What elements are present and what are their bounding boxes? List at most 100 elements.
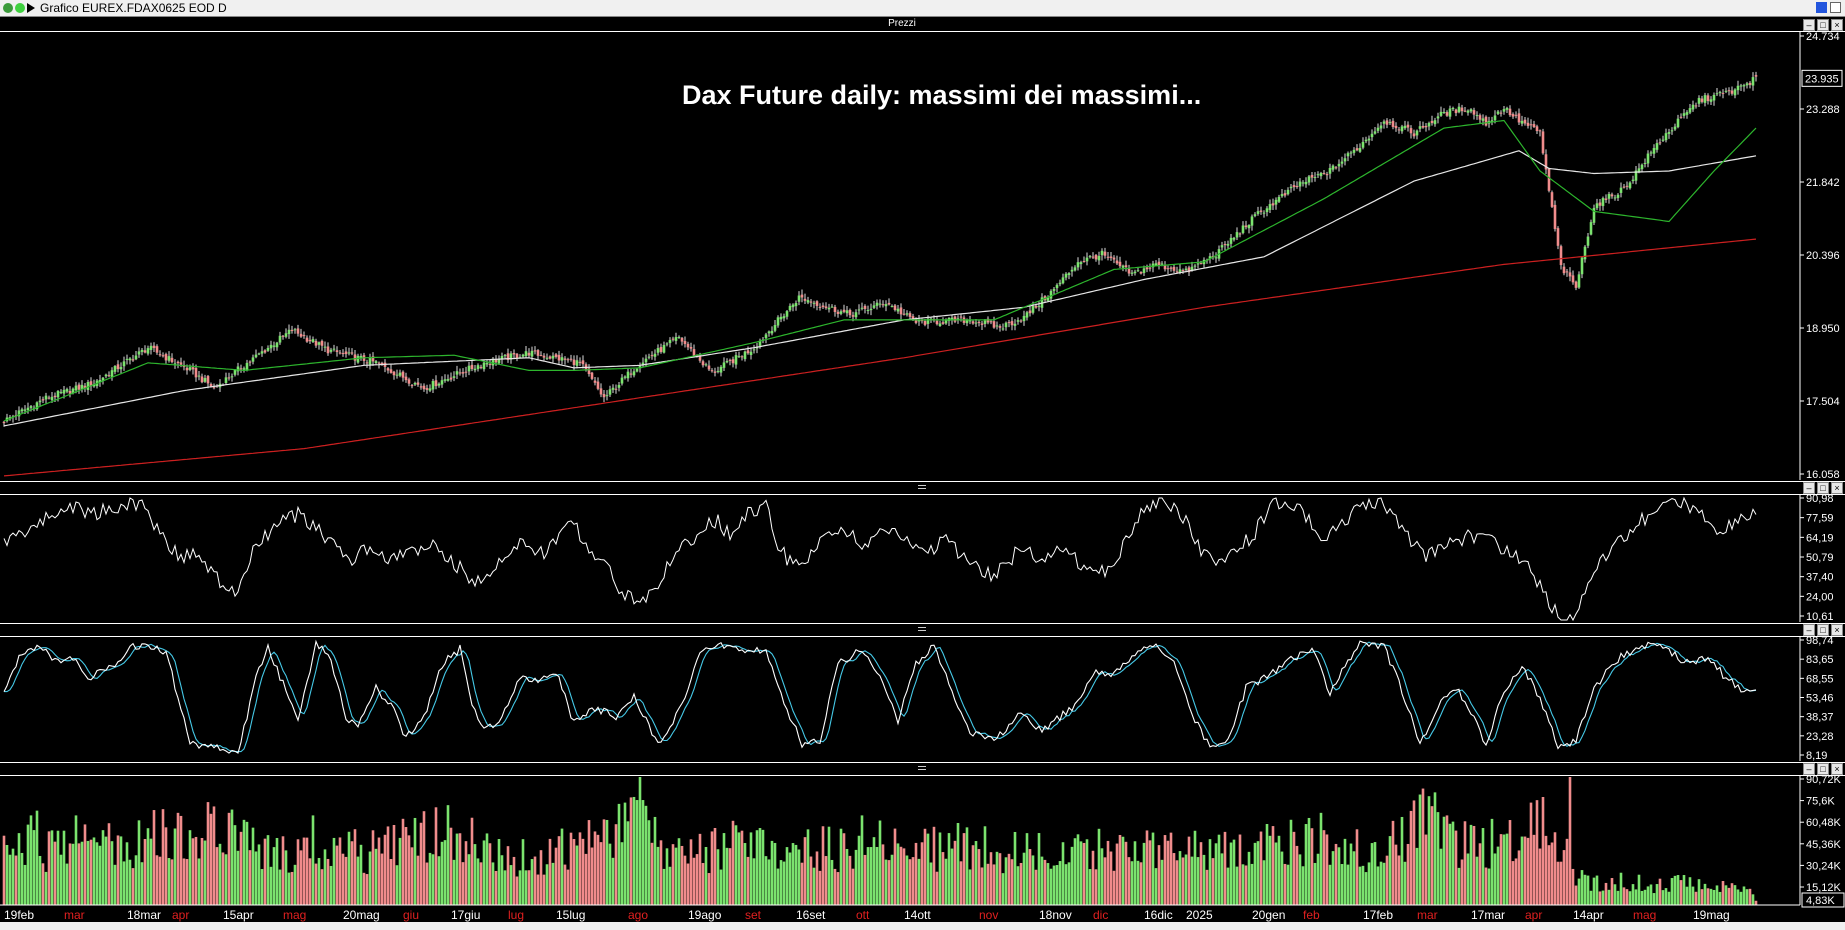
splitter-grip[interactable]: [918, 485, 926, 489]
candle-body: [1328, 167, 1332, 174]
candle-body: [1598, 202, 1602, 206]
maximize-icon[interactable]: □: [1817, 763, 1829, 775]
volume-bar: [1226, 867, 1230, 905]
volume-bar: [989, 852, 993, 905]
candle-body: [191, 367, 195, 370]
candle-body: [125, 358, 129, 360]
candle-body: [1382, 121, 1386, 124]
candle-body: [83, 385, 87, 389]
volume-bar: [602, 819, 606, 905]
minimize-icon[interactable]: –: [1803, 763, 1815, 775]
volume-bar: [713, 827, 717, 905]
candle-body: [839, 311, 843, 314]
volume-bar: [1646, 886, 1650, 905]
panel-controls: – □ ×: [1803, 19, 1843, 31]
candle-body: [935, 320, 939, 325]
panel-splitter[interactable]: – □ ×: [0, 623, 1845, 637]
volume-bar: [41, 863, 45, 905]
candle-body: [1007, 322, 1011, 324]
volume-bar: [1607, 889, 1611, 905]
minimize-icon[interactable]: –: [1803, 624, 1815, 636]
volume-bar: [1322, 830, 1326, 905]
volume-bar: [1349, 843, 1353, 905]
candle-body: [881, 304, 885, 306]
candle-body: [1679, 116, 1683, 118]
candle-body: [410, 385, 414, 387]
volume-bar: [653, 816, 657, 905]
candle-body: [1373, 131, 1377, 134]
maximize-icon[interactable]: □: [1817, 624, 1829, 636]
play-icon[interactable]: [27, 3, 35, 13]
candle-body: [758, 340, 762, 346]
volume-bar: [194, 836, 198, 905]
close-panel-icon[interactable]: ×: [1831, 482, 1843, 494]
volume-bar: [335, 845, 339, 905]
candle-body: [1148, 267, 1152, 269]
candle-body: [1463, 110, 1467, 112]
splitter-grip[interactable]: [918, 766, 926, 770]
candle-body: [1616, 194, 1620, 198]
candle-body: [1289, 186, 1293, 189]
volume-bar: [1145, 830, 1149, 905]
volume-bar: [1490, 818, 1494, 905]
candle-body: [353, 354, 357, 361]
volume-bar: [632, 796, 636, 905]
candle-body: [512, 353, 516, 355]
panel-splitter[interactable]: – □ ×: [0, 762, 1845, 776]
volume-bar: [1538, 848, 1542, 905]
volume-bar: [617, 803, 621, 905]
candle-body: [539, 355, 543, 357]
volume-bar: [734, 825, 738, 905]
splitter-grip[interactable]: [918, 627, 926, 631]
candle-body: [260, 351, 264, 354]
maximize-icon[interactable]: □: [1817, 19, 1829, 31]
volume-bar: [1745, 889, 1749, 905]
close-icon[interactable]: [1830, 2, 1841, 13]
restore-icon[interactable]: [1816, 2, 1827, 13]
volume-bar: [887, 860, 891, 905]
volume-bar: [1634, 889, 1638, 905]
volume-bar: [947, 833, 951, 905]
candle-body: [1355, 148, 1359, 151]
maximize-icon[interactable]: □: [1817, 482, 1829, 494]
minimize-icon[interactable]: –: [1803, 482, 1815, 494]
panel-splitter[interactable]: – □ ×: [0, 481, 1845, 495]
close-panel-icon[interactable]: ×: [1831, 19, 1843, 31]
candle-body: [38, 400, 42, 403]
candle-body: [815, 301, 819, 306]
candle-body: [1367, 138, 1371, 141]
candle-body: [110, 370, 114, 377]
volume-bar: [1568, 777, 1572, 905]
candle-body: [275, 342, 279, 348]
candle-body: [911, 316, 915, 321]
candle-body: [518, 357, 522, 359]
volume-bar: [1472, 825, 1476, 905]
volume-bar: [854, 849, 858, 905]
volume-bar: [1193, 830, 1197, 905]
volume-bar: [1574, 885, 1578, 905]
candle-body: [860, 307, 864, 309]
candle-body: [26, 407, 30, 410]
candle-body: [1490, 120, 1494, 122]
volume-bar: [1001, 873, 1005, 905]
candle-body: [743, 351, 747, 360]
close-panel-icon[interactable]: ×: [1831, 763, 1843, 775]
candle-body: [566, 359, 570, 361]
volume-bar: [302, 837, 306, 905]
candle-body: [548, 356, 552, 359]
candle-body: [659, 347, 663, 352]
volume-bar: [1445, 815, 1449, 905]
minimize-icon[interactable]: –: [1803, 19, 1815, 31]
volume-bar: [1418, 794, 1422, 905]
candle-body: [1244, 225, 1248, 228]
close-panel-icon[interactable]: ×: [1831, 624, 1843, 636]
window-menu-icon[interactable]: [3, 3, 13, 13]
candle-body: [377, 362, 381, 364]
candle-body: [1262, 212, 1266, 214]
volume-bar: [1658, 878, 1662, 905]
candle-body: [968, 320, 972, 322]
volume-bar: [341, 853, 345, 905]
volume-bar: [992, 864, 996, 905]
candle-body: [200, 376, 204, 383]
